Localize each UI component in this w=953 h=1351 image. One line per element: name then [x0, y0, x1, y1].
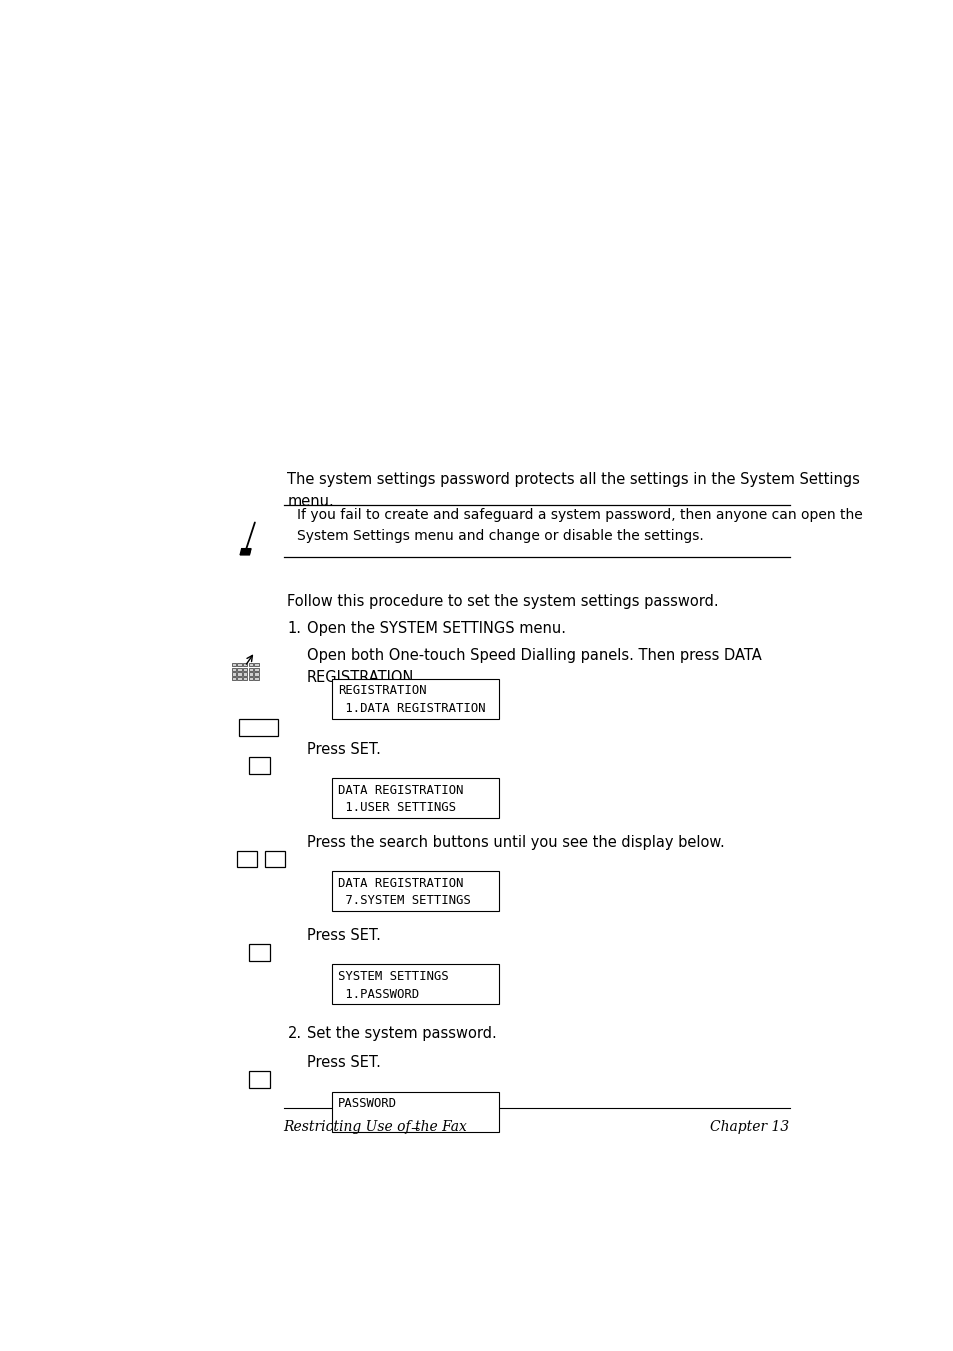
Text: 1.DATA REGISTRATION: 1.DATA REGISTRATION [337, 703, 485, 715]
Bar [254, 663, 258, 666]
Bar [332, 678, 498, 719]
Bar [332, 871, 498, 912]
Bar [249, 663, 253, 666]
Bar [249, 943, 270, 961]
Text: SYSTEM SETTINGS: SYSTEM SETTINGS [337, 970, 448, 982]
Text: _: _ [337, 1115, 418, 1128]
Bar [243, 663, 247, 666]
Polygon shape [240, 549, 251, 555]
Bar [232, 667, 236, 671]
Bar [332, 1092, 498, 1132]
Text: PASSWORD: PASSWORD [337, 1097, 396, 1111]
Text: Open the SYSTEM SETTINGS menu.: Open the SYSTEM SETTINGS menu. [307, 621, 565, 636]
Bar [249, 758, 270, 774]
Text: REGISTRATION: REGISTRATION [337, 684, 426, 697]
Text: Follow this procedure to set the system settings password.: Follow this procedure to set the system … [287, 594, 719, 609]
Bar [237, 677, 241, 681]
Bar [236, 851, 257, 867]
Bar [249, 667, 253, 671]
Text: Press SET.: Press SET. [307, 928, 380, 943]
Text: The system settings password protects all the settings in the System Settings: The system settings password protects al… [287, 473, 860, 488]
Bar [243, 673, 247, 676]
Text: Press SET.: Press SET. [307, 1055, 380, 1070]
Text: If you fail to create and safeguard a system password, then anyone can open the: If you fail to create and safeguard a sy… [296, 508, 862, 521]
Bar [243, 677, 247, 681]
Bar [265, 851, 285, 867]
Bar [254, 673, 258, 676]
Text: Chapter 13: Chapter 13 [710, 1120, 789, 1133]
Text: System Settings menu and change or disable the settings.: System Settings menu and change or disab… [296, 530, 702, 543]
Text: Press the search buttons until you see the display below.: Press the search buttons until you see t… [307, 835, 723, 850]
Text: Press SET.: Press SET. [307, 742, 380, 757]
Bar [239, 719, 278, 736]
Bar [237, 663, 241, 666]
Text: Open both One-touch Speed Dialling panels. Then press DATA: Open both One-touch Speed Dialling panel… [307, 648, 760, 663]
Bar [232, 663, 236, 666]
Bar [332, 778, 498, 819]
Text: DATA REGISTRATION: DATA REGISTRATION [337, 784, 463, 797]
Text: 1.PASSWORD: 1.PASSWORD [337, 988, 418, 1001]
Text: Set the system password.: Set the system password. [307, 1025, 496, 1042]
Text: 2.: 2. [287, 1025, 301, 1042]
Bar [249, 677, 253, 681]
Bar [249, 673, 253, 676]
Bar [232, 673, 236, 676]
Bar [254, 667, 258, 671]
Text: 1.: 1. [287, 621, 301, 636]
Bar [332, 965, 498, 1005]
Text: 1.USER SETTINGS: 1.USER SETTINGS [337, 801, 456, 815]
Text: Restricting Use of the Fax: Restricting Use of the Fax [283, 1120, 467, 1133]
Text: REGISTRATION.: REGISTRATION. [307, 670, 418, 685]
Bar [237, 673, 241, 676]
Bar [254, 677, 258, 681]
Bar [243, 667, 247, 671]
Bar [232, 677, 236, 681]
Text: 7.SYSTEM SETTINGS: 7.SYSTEM SETTINGS [337, 894, 470, 908]
Bar [237, 667, 241, 671]
Text: menu.: menu. [287, 494, 334, 509]
Text: DATA REGISTRATION: DATA REGISTRATION [337, 877, 463, 890]
Bar [249, 1071, 270, 1088]
